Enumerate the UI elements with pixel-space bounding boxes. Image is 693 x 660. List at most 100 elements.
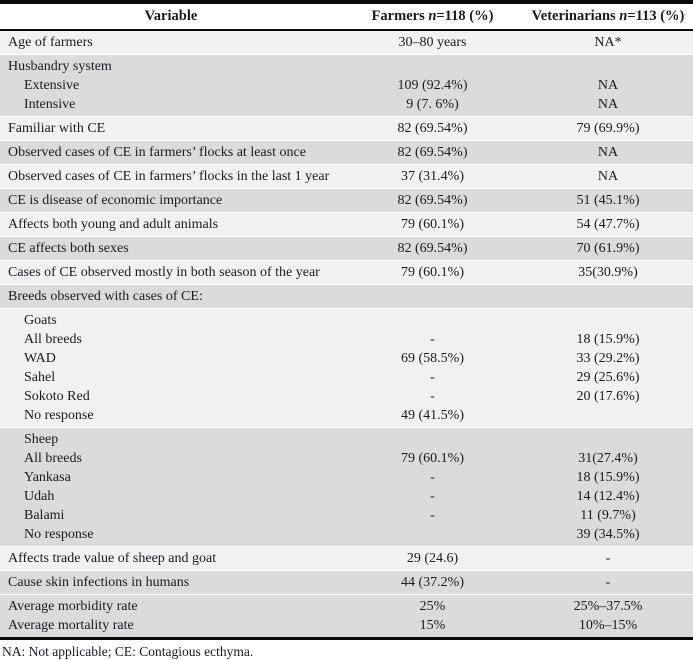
cell-veterinarians: 14 (12.4%) [576, 489, 640, 504]
cell-farmers: 25% [342, 594, 523, 616]
table-row: Observed cases of CE in farmers’ flocks … [0, 140, 693, 165]
cell-farmers: 82 (69.54%) [342, 116, 523, 141]
cell-farmers: - [430, 508, 435, 523]
cell-veterinarians: NA [597, 97, 619, 112]
cell-variable: Affects trade value of sheep and goat [0, 546, 342, 571]
table-row: All breeds 79 (60.1%) 31(27.4%) [0, 449, 693, 468]
table-row: Udah - 14 (12.4%) [0, 487, 693, 506]
cell-veterinarians: NA [597, 78, 619, 93]
table-row: No response 49 (41.5%) [0, 406, 693, 428]
cell-farmers: 9 (7. 6%) [406, 97, 459, 112]
table-row: Observed cases of CE in farmers’ flocks … [0, 164, 693, 189]
cell-farmers: 79 (60.1%) [342, 212, 523, 237]
cell-farmers: 49 (41.5%) [401, 408, 464, 423]
cell-veterinarians: 29 (25.6%) [576, 370, 640, 385]
cell-variable: Sheep [0, 427, 342, 449]
cell-farmers: 69 (58.5%) [401, 351, 464, 366]
cell-veterinarians: 70 (61.9%) [523, 236, 693, 261]
cell-variable: Cases of CE observed mostly in both seas… [0, 260, 342, 285]
cell-farmers: 109 (92.4%) [397, 78, 468, 93]
cell-variable: WAD [24, 351, 56, 366]
table-row: All breeds - 18 (15.9%) [0, 330, 693, 349]
table-row: Balami - 11 (9.7%) [0, 506, 693, 525]
cell-farmers: 30–80 years [398, 35, 467, 50]
cell-farmers [342, 308, 523, 330]
cell-variable: All breeds [24, 451, 82, 466]
cell-farmers: 15% [419, 618, 446, 633]
table-row: CE affects both sexes 82 (69.54%) 70 (61.9… [0, 236, 693, 261]
cell-farmers: 37 (31.4%) [342, 164, 523, 189]
cell-veterinarians [523, 284, 693, 309]
cell-veterinarians: 10%–15% [578, 618, 638, 633]
cell-variable: Balami [24, 508, 65, 523]
cell-variable: No response [24, 408, 94, 423]
table-row: Affects trade value of sheep and goat 29 … [0, 546, 693, 571]
table-row: Yankasa - 18 (15.9%) [0, 468, 693, 487]
table-row: WAD 69 (58.5%) 33 (29.2%) [0, 349, 693, 368]
table-row: Sheep [0, 427, 693, 449]
cell-variable: Familiar with CE [0, 116, 342, 141]
cell-farmers: - [430, 489, 435, 504]
cell-veterinarians: - [523, 546, 693, 571]
cell-veterinarians: NA* [594, 35, 622, 50]
table-row: Goats [0, 308, 693, 330]
cell-variable: Breeds observed with cases of CE: [0, 284, 342, 309]
table-row: Intensive 9 (7. 6%) NA [0, 95, 693, 117]
cell-farmers [342, 525, 523, 547]
cell-veterinarians [523, 308, 693, 330]
cell-veterinarians [523, 427, 693, 449]
cell-variable: Yankasa [24, 470, 71, 485]
cell-veterinarians: 11 (9.7%) [580, 508, 636, 523]
cell-farmers: 79 (60.1%) [401, 451, 464, 466]
cell-variable: No response [24, 527, 94, 542]
cell-farmers: 82 (69.54%) [342, 236, 523, 261]
table-row: Cause skin infections in humans 44 (37.2%… [0, 570, 693, 595]
cell-veterinarians: 18 (15.9%) [576, 470, 640, 485]
cell-variable: Extensive [24, 78, 80, 93]
survey-table-wrapper: Variable Farmers n=118 (%) Veterinarians… [0, 0, 693, 640]
cell-variable: CE is disease of economic importance [0, 188, 342, 213]
cell-farmers: - [430, 470, 435, 485]
header-row: Variable Farmers n=118 (%) Veterinarians… [0, 4, 693, 31]
cell-variable: Intensive [24, 97, 76, 112]
cell-farmers: - [430, 332, 435, 347]
cell-veterinarians: 39 (34.5%) [576, 527, 640, 542]
cell-variable: Husbandry system [0, 54, 342, 76]
cell-farmers: - [430, 370, 435, 385]
cell-variable: Sokoto Red [24, 389, 90, 404]
table-footnote: NA: Not applicable; CE: Contagious ecthy… [0, 640, 693, 660]
cell-variable: Average mortality rate [8, 618, 134, 633]
table-row: Average mortality rate 15% 10%–15% [0, 616, 693, 637]
cell-farmers: 29 (24.6) [342, 546, 523, 571]
column-header-farmers: Farmers n=118 (%) [342, 4, 523, 31]
cell-veterinarians: 54 (47.7%) [523, 212, 693, 237]
cell-farmers: 82 (69.54%) [342, 188, 523, 213]
table-row: Husbandry system [0, 54, 693, 76]
table-row: Familiar with CE 82 (69.54%) 79 (69.9%) [0, 116, 693, 141]
cell-variable: Sahel [24, 370, 56, 385]
cell-veterinarians: NA [523, 164, 693, 189]
cell-veterinarians: 79 (69.9%) [523, 116, 693, 141]
table-row: Sahel - 29 (25.6%) [0, 368, 693, 387]
cell-veterinarians: 31(27.4%) [578, 451, 638, 466]
table-body: Age of farmers 30–80 years NA* Husbandry sy… [0, 30, 693, 637]
cell-veterinarians: 20 (17.6%) [576, 389, 640, 404]
table-row: Average morbidity rate 25% 25%–37.5% [0, 594, 693, 616]
table-row: Cases of CE observed mostly in both seas… [0, 260, 693, 285]
cell-veterinarians: 35(30.9%) [523, 260, 693, 285]
cell-veterinarians [523, 406, 693, 428]
column-header-veterinarians: Veterinarians n=113 (%) [523, 4, 693, 31]
cell-farmers: 82 (69.54%) [342, 140, 523, 165]
cell-farmers [342, 427, 523, 449]
table-row: Affects both young and adult animals 79 (… [0, 212, 693, 237]
cell-veterinarians: - [523, 570, 693, 595]
column-header-variable: Variable [0, 4, 342, 31]
cell-veterinarians: 25%–37.5% [523, 594, 693, 616]
table-header: Variable Farmers n=118 (%) Veterinarians… [0, 4, 693, 31]
cell-veterinarians: 18 (15.9%) [576, 332, 640, 347]
cell-veterinarians [523, 54, 693, 76]
cell-variable: Average morbidity rate [0, 594, 342, 616]
table-row: CE is disease of economic importance 82 (… [0, 188, 693, 213]
cell-veterinarians: 51 (45.1%) [523, 188, 693, 213]
